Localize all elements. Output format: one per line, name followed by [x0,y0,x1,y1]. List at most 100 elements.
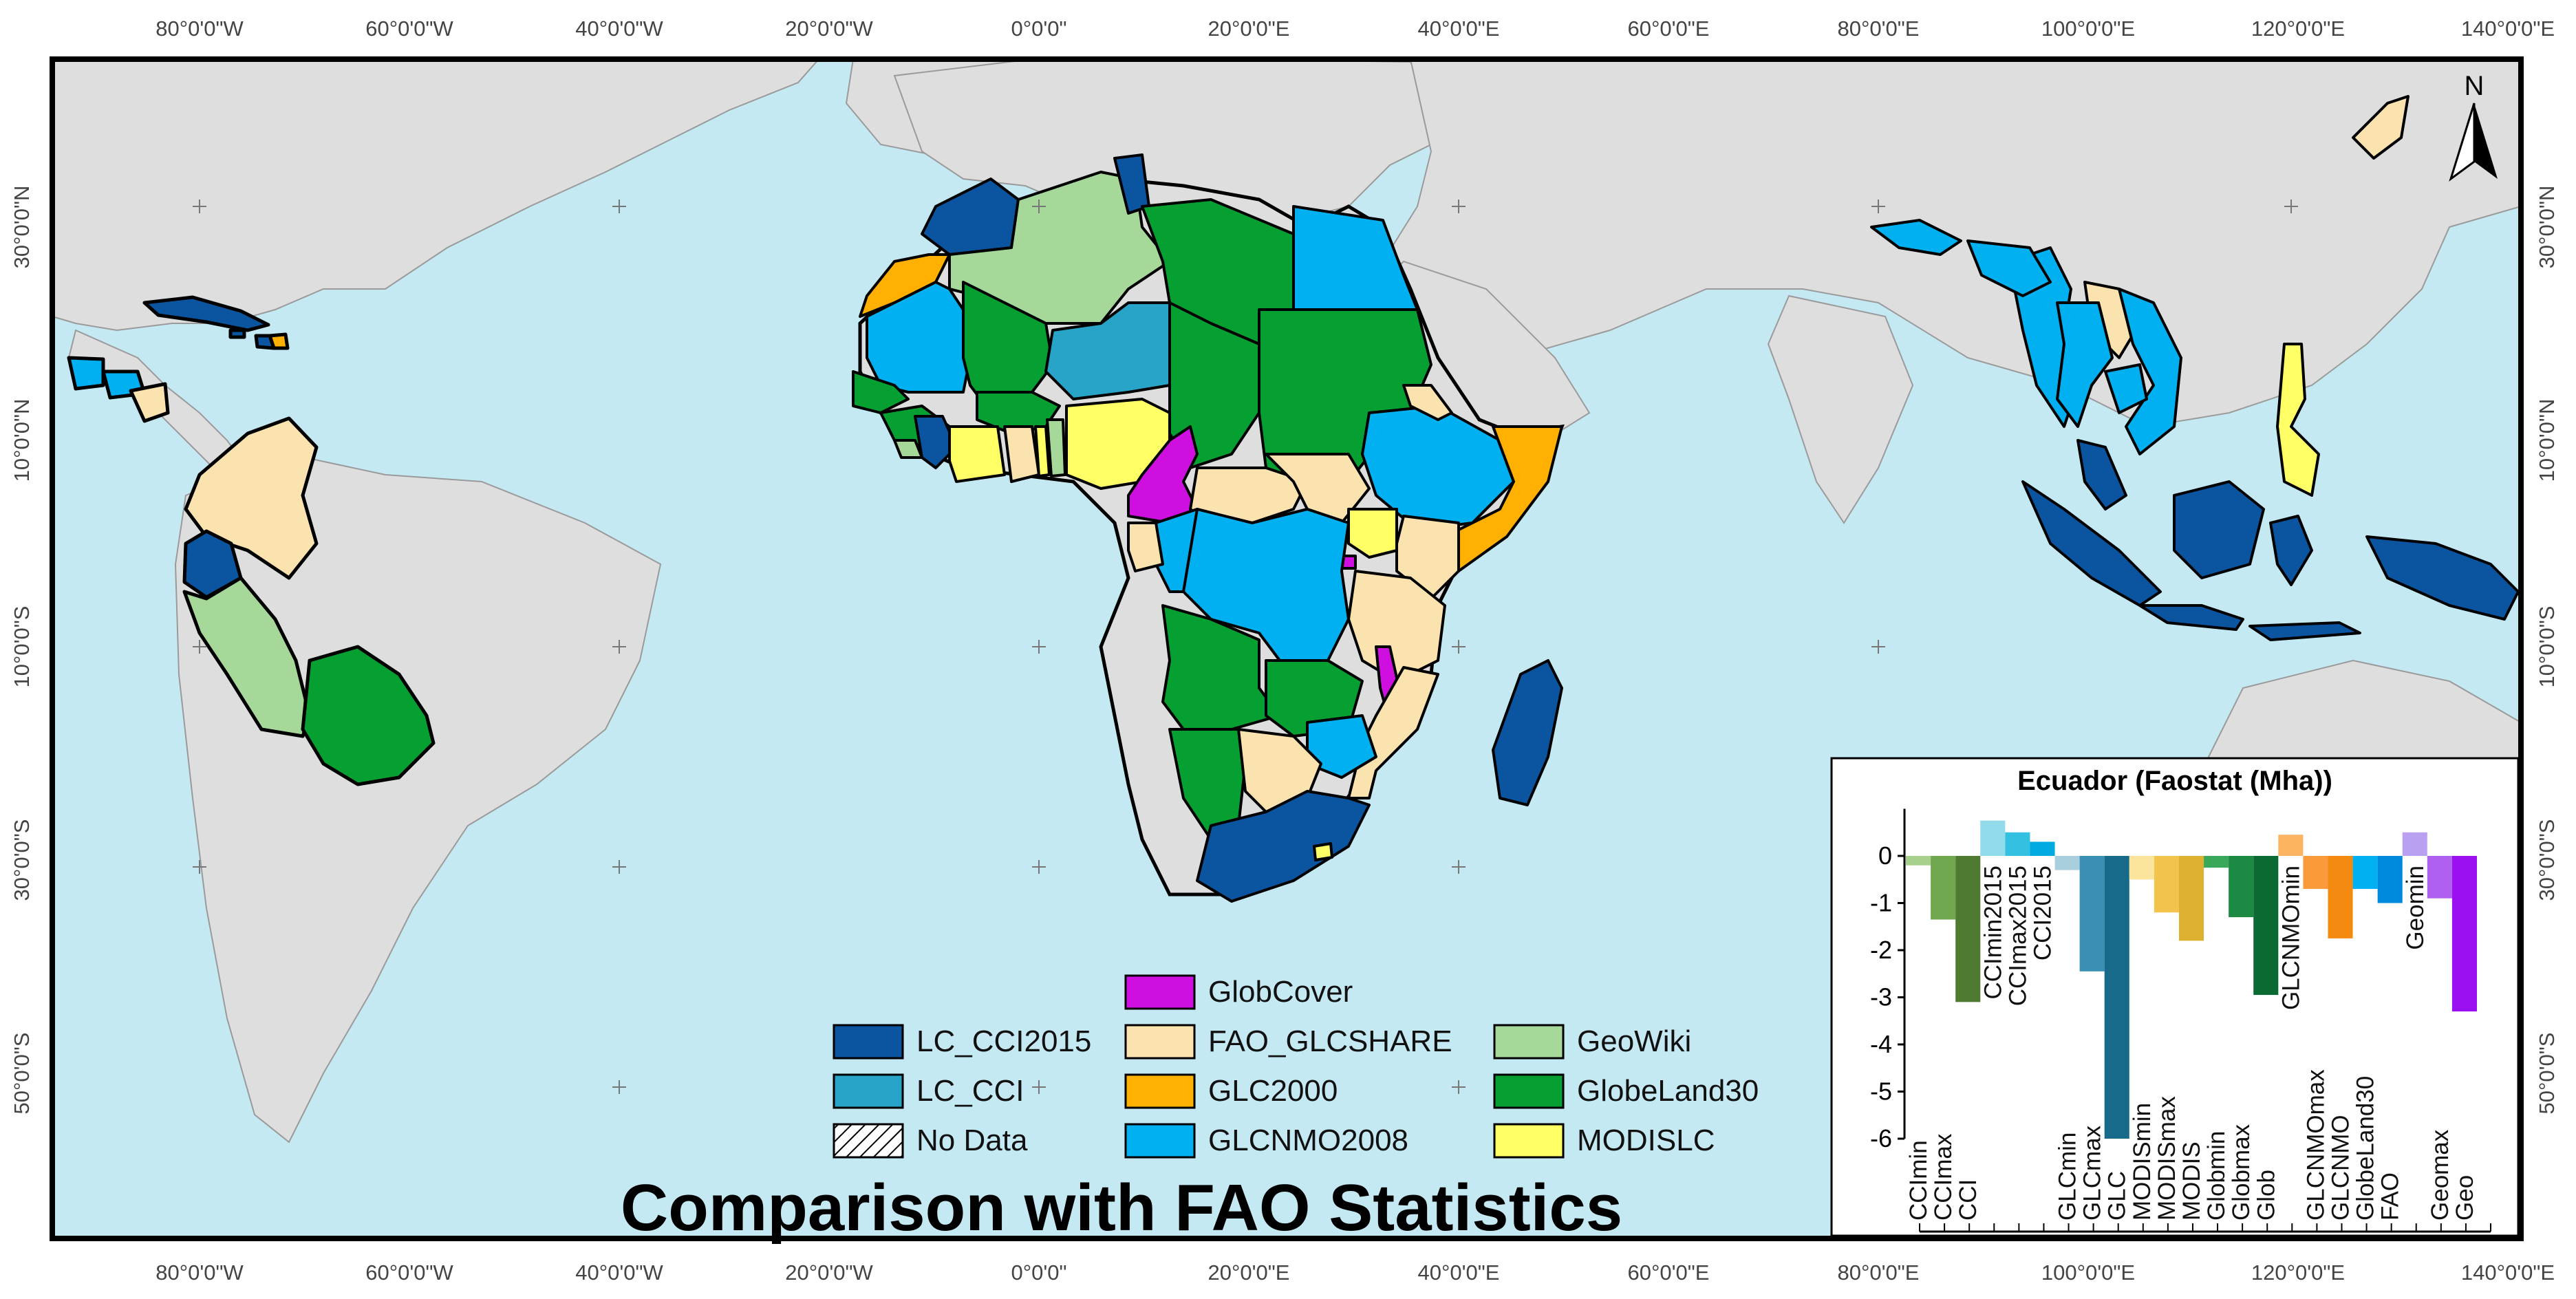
inset-bar-label: GLCmin [2054,1132,2081,1221]
lat-label-left: 30°0'0"S [10,819,34,901]
inset-bar-label: GlobeLand30 [2352,1076,2379,1221]
lon-label-bottom: 60°0'0"E [1628,1260,1710,1285]
egypt [1292,205,1419,311]
africa-highlights [852,153,1563,903]
legend-swatch [833,1123,904,1159]
north-arrow: N [2449,71,2498,182]
inset-bar-label: CCImax [1930,1133,1957,1221]
inset-bar [2352,856,2378,889]
lat-label-left: 50°0'0"S [10,1033,34,1115]
legend-label: FAO_GLCSHARE [1208,1024,1452,1058]
senegal [852,370,910,414]
inset-bar [2129,856,2154,880]
lon-label-bottom: 40°0'0"E [1418,1260,1500,1285]
lon-label-top: 120°0'0"E [2251,17,2345,41]
legend-label: GlobeLand30 [1577,1074,1759,1108]
lon-label-bottom: 60°0'0"W [365,1260,453,1285]
eritrea [1402,384,1453,421]
inset-bar-label: GLCNMOmin [2277,866,2304,1010]
inset-bar-label: GLC [2104,1171,2131,1221]
lon-label-top: 60°0'0"W [365,17,453,41]
legend-swatch [1124,1123,1196,1159]
inset-bar-label: GLCNMOmax [2302,1069,2329,1221]
inset-bar-label: GLCNMO [2328,1115,2354,1221]
lat-label-left: 30°0'0"N [10,186,34,269]
longitude-labels-top: 80°0'0"W 60°0'0"W 40°0'0"W 20°0'0"W 0°0'0" 20… [155,17,2555,41]
lon-label-top: 40°0'0"W [575,17,663,41]
inset-bar-label: Glob [2253,1170,2279,1221]
lat-label-right: 10°0'0"S [2535,606,2559,688]
inset-bar-label: CCI [1955,1179,1982,1221]
lon-label-bottom: 0°0'0" [1011,1260,1066,1285]
china-band [1966,239,2052,297]
togo [1034,425,1051,477]
inset-bar [2079,856,2105,971]
inset-bar-label: GLCmax [2079,1125,2106,1221]
mozambique [1347,666,1439,799]
nicaragua [129,382,170,423]
inset-bar [2154,856,2179,913]
inset-bar [2030,841,2055,856]
latitude-labels-right: 30°0'0"N 10°0'0"N 10°0'0"S 30°0'0"S 50°0'0"S [2535,186,2559,1115]
inset-bar-label: Geo [2451,1175,2478,1221]
inset-bar [2204,856,2229,868]
lon-label-top: 100°0'0"E [2041,17,2135,41]
lat-label-right: 30°0'0"N [2535,186,2559,269]
sulawesi [2269,515,2313,586]
jamaica [228,328,246,339]
gabon [1127,522,1164,572]
legend-label: GLC2000 [1208,1074,1338,1108]
legend: LC_CCI2015 LC_CCI No Data GlobCover FAO_GLCS… [833,974,1759,1159]
chad [1168,301,1260,469]
madagascar [1492,659,1563,806]
lon-label-top: 60°0'0"E [1628,17,1710,41]
uganda [1347,508,1398,559]
inset-y-tick-label: -4 [1870,1030,1892,1058]
inset-bar-label: Geomax [2427,1129,2454,1221]
angola [1161,604,1281,731]
liberia [914,415,958,469]
south-africa [1196,790,1371,903]
western-sahara [859,253,951,318]
lon-label-bottom: 40°0'0"W [575,1260,663,1285]
borneo [2173,480,2265,579]
lon-label-bottom: 100°0'0"E [2041,1260,2135,1285]
latitude-labels-left: 30°0'0"N 10°0'0"N 10°0'0"S 30°0'0"S 50°0'0"S [10,186,34,1115]
legend-label: GeoWiki [1577,1024,1691,1058]
inset-bar-label: CCImin [1905,1140,1932,1221]
lon-label-bottom: 80°0'0"W [155,1260,244,1285]
lesotho [1313,842,1333,861]
lon-label-bottom: 140°0'0"E [2461,1260,2555,1285]
inset-bar-label: CCI2015 [2029,866,2056,960]
inset-bar [2178,856,2204,941]
inset-bar [2005,832,2030,856]
lon-label-top: 20°0'0"E [1208,17,1290,41]
lat-label-right: 10°0'0"N [2535,399,2559,482]
legend-label: LC_CCI [916,1074,1024,1108]
north-label: N [2465,71,2484,101]
cote-divoire [948,425,1006,483]
legend-swatch [1493,1123,1565,1159]
inset-bar-label: Globmax [2228,1124,2255,1221]
inset-bar [2402,832,2427,856]
philippines [2276,343,2320,497]
americas-highlights [67,295,436,786]
inset-title: Ecuador (Faostat (Mha)) [2017,766,2332,796]
inset-bar [1906,856,1931,866]
inset-bar-label: MODIS [2178,1141,2205,1221]
inset-bar-label: Geomin [2402,866,2429,950]
asia-highlights [1870,95,2520,641]
lon-label-top: 140°0'0"E [2461,17,2555,41]
cambodia [2104,363,2148,414]
inset-bar [2377,856,2403,903]
legend-label: MODISLC [1577,1124,1715,1157]
lon-label-top: 80°0'0"W [155,17,244,41]
inset-bar [2427,856,2452,899]
lat-label-left: 10°0'0"S [10,606,34,688]
lon-label-bottom: 120°0'0"E [2251,1260,2345,1285]
inset-bar-label: CCImin2015 [1979,866,2006,1000]
lon-label-top: 20°0'0"W [785,17,873,41]
new-guinea [2365,535,2520,621]
